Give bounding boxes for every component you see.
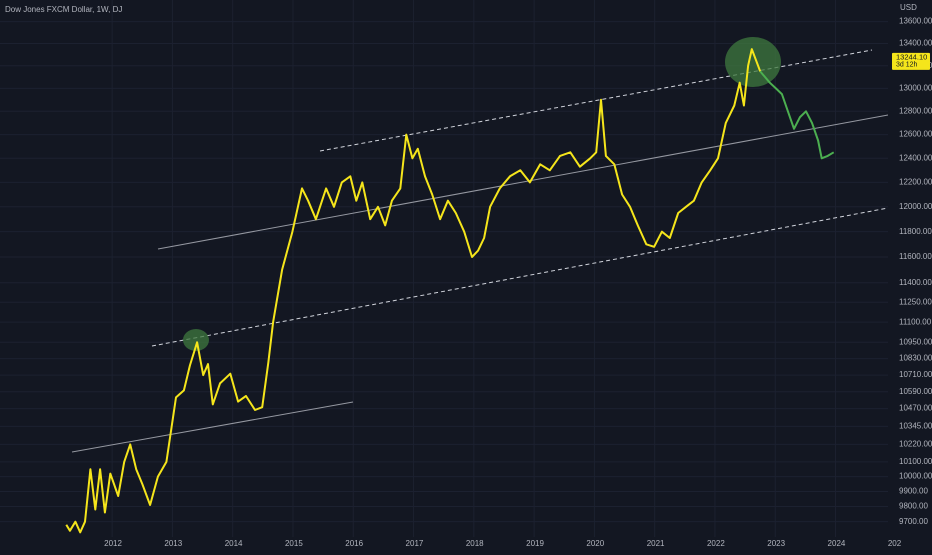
y-tick-label: 10000.00 [899, 472, 932, 481]
y-tick-label: 10220.00 [899, 440, 932, 449]
channel-upper [319, 49, 873, 152]
axis-unit: USD [900, 3, 917, 12]
chart-title: Dow Jones FXCM Dollar, 1W, DJ [5, 5, 122, 14]
y-tick-label: 10590.00 [899, 387, 932, 396]
x-tick-label: 2015 [285, 539, 303, 548]
grid [0, 0, 897, 537]
y-tick-label: 9900.00 [899, 487, 928, 496]
x-tick-label: 2013 [164, 539, 182, 548]
channel-mid [157, 114, 889, 250]
y-tick-label: 12200.00 [899, 177, 932, 186]
y-tick-label: 10830.00 [899, 354, 932, 363]
y-tick-label: 11800.00 [899, 227, 932, 236]
y-tick-label: 11400.00 [899, 278, 932, 287]
x-tick-label: 2023 [767, 539, 785, 548]
y-tick-label: 12400.00 [899, 153, 932, 162]
y-tick-label: 12800.00 [899, 106, 932, 115]
y-tick-label: 10345.00 [899, 422, 932, 431]
y-tick-label: 11100.00 [899, 317, 932, 326]
support-line [71, 401, 354, 453]
drawings [71, 37, 889, 453]
x-tick-label: 2022 [707, 539, 725, 548]
series [65, 48, 835, 534]
x-tick-label: 202 [888, 539, 902, 548]
price-line [65, 48, 762, 534]
highlight [725, 37, 781, 87]
price-tag-countdown: 3d 12h [896, 62, 918, 69]
y-tick-label: 12600.00 [899, 130, 932, 139]
price-line [759, 70, 835, 160]
y-tick-label: 13000.00 [899, 83, 932, 92]
x-tick-label: 2021 [647, 539, 665, 548]
y-tick-label: 11250.00 [899, 297, 932, 306]
y-tick-label: 13400.00 [899, 39, 932, 48]
x-tick-label: 2024 [828, 539, 846, 548]
x-tick-label: 2012 [104, 539, 122, 548]
x-tick-label: 2019 [526, 539, 544, 548]
y-tick-label: 10100.00 [899, 457, 932, 466]
x-tick-label: 2020 [586, 539, 604, 548]
channel-lower [151, 207, 889, 347]
y-tick-label: 10950.00 [899, 337, 932, 346]
axis: 13600.0013400.0013200.0013000.0012800.00… [104, 17, 932, 548]
highlight [183, 329, 209, 351]
price-tag [892, 52, 930, 70]
x-tick-label: 2017 [406, 539, 424, 548]
price-tag-label: 13244.10 [896, 52, 927, 61]
x-tick-label: 2016 [345, 539, 363, 548]
y-tick-label: 10710.00 [899, 370, 932, 379]
axis-panel [888, 0, 932, 550]
x-tick-label: 2014 [225, 539, 243, 548]
x-tick-label: 2018 [466, 539, 484, 548]
y-tick-label: 12000.00 [899, 202, 932, 211]
y-tick-label: 10470.00 [899, 404, 932, 413]
y-tick-label: 9700.00 [899, 517, 928, 526]
y-tick-label: 9800.00 [899, 502, 928, 511]
y-tick-label: 11600.00 [899, 252, 932, 261]
y-tick-label: 13600.00 [899, 17, 932, 26]
